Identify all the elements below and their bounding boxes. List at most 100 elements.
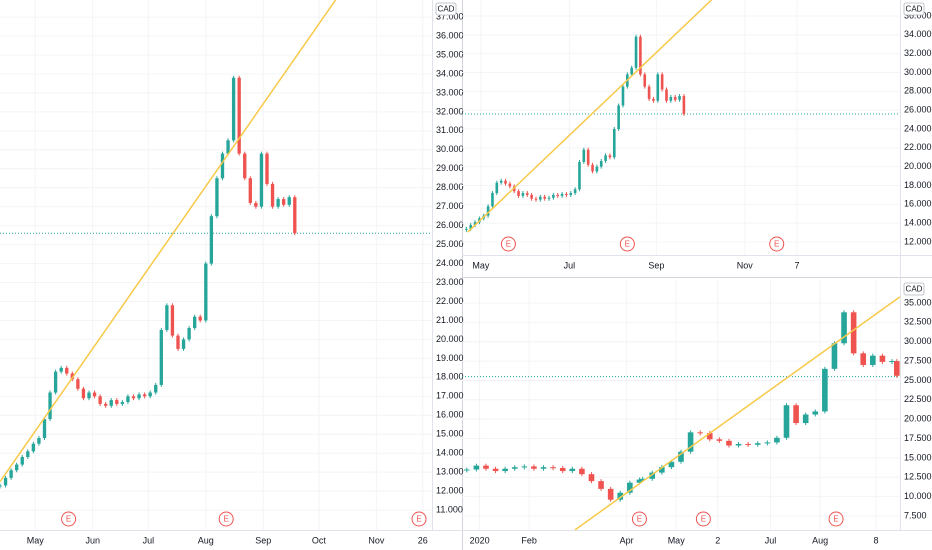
x-tick-label: 2 [715, 535, 720, 545]
candle-body [59, 367, 63, 372]
x-tick-label: 2020 [470, 535, 490, 545]
candle-body [659, 467, 665, 473]
x-tick-label: Jul [143, 535, 155, 545]
candle-body [154, 384, 158, 393]
y-tick-label: 32.500 [904, 317, 932, 327]
candle-body [215, 178, 219, 217]
candle-body [560, 193, 564, 196]
candle-body [517, 191, 520, 196]
y-tick-label: 32.000 [904, 48, 932, 58]
y-tick-label: 7.500 [904, 510, 927, 520]
candle-body [104, 403, 108, 406]
candle-body [802, 414, 809, 424]
candle-body [617, 105, 620, 130]
candle-body [531, 466, 537, 469]
candle-body [682, 96, 686, 114]
y-tick-label: 18.000 [436, 372, 464, 382]
candle-body [159, 329, 163, 385]
candle-body [259, 153, 264, 207]
candle-body [793, 405, 799, 424]
candle-body [511, 467, 518, 469]
event-label: E [416, 515, 421, 524]
y-tick-label: 26.000 [436, 220, 464, 230]
candle-body [176, 335, 180, 349]
y-tick-label: 34.000 [436, 68, 464, 78]
candle-body [822, 368, 828, 412]
candle-body [463, 469, 470, 471]
x-tick-label: Sep [648, 260, 664, 270]
candle-body [504, 180, 507, 184]
candle-body [98, 396, 102, 404]
y-tick-label: 15.000 [436, 429, 464, 439]
candle-body [660, 74, 664, 90]
y-tick-label: 28.000 [904, 86, 932, 96]
candle-body [673, 96, 677, 100]
candle-body [65, 367, 69, 374]
candle-body [552, 194, 555, 198]
candle-body [287, 197, 291, 205]
candle-body [656, 74, 660, 101]
candle-body [81, 388, 86, 399]
candle-body [649, 472, 656, 479]
candle-body [812, 411, 819, 415]
candle-body [687, 432, 694, 452]
candle-body [525, 193, 529, 195]
candle-body [170, 305, 175, 336]
y-tick-label: 34.000 [904, 29, 932, 39]
candle-body [617, 492, 624, 500]
candle-body [92, 392, 97, 397]
x-tick-label: 26 [418, 535, 428, 545]
candle-body [879, 355, 886, 362]
y-tick-label: 16.000 [436, 410, 464, 420]
candle-body [598, 481, 604, 489]
candle-body [9, 470, 13, 478]
x-tick-label: Jul [765, 535, 777, 545]
candle-body [87, 392, 91, 399]
candle-body [639, 36, 642, 75]
candle-body [473, 465, 480, 470]
y-tick-label: 22.000 [436, 296, 464, 306]
candle-body [841, 312, 847, 344]
candle-body [276, 199, 280, 207]
event-label: E [637, 515, 642, 524]
event-marker [769, 236, 785, 252]
trendline [467, 0, 712, 233]
candle-body [465, 228, 468, 230]
candle-body [582, 149, 586, 162]
candle-body [573, 189, 577, 194]
y-tick-label: 24.000 [904, 123, 932, 133]
event-marker [218, 511, 234, 527]
y-tick-label: 17.000 [436, 391, 464, 401]
candle-body [495, 182, 499, 194]
currency-box [435, 2, 457, 16]
candle-body [254, 202, 258, 207]
candle-body [237, 77, 241, 154]
candle-body [889, 361, 895, 363]
y-tick-label: 19.000 [436, 353, 464, 363]
candle-body [204, 263, 208, 321]
event-marker [411, 511, 427, 527]
candle-body [591, 164, 594, 172]
candle-body [634, 36, 638, 68]
candle-body [165, 305, 169, 330]
y-tick-label: 11.000 [436, 504, 463, 514]
candle-body [831, 343, 838, 369]
candle-body [492, 468, 499, 472]
candle-body [565, 193, 568, 195]
y-tick-label: 13.000 [436, 467, 464, 477]
candle-body [678, 96, 681, 100]
y-tick-label: 24.000 [436, 258, 464, 268]
candle-body [31, 443, 36, 452]
x-tick-label: Nov [737, 260, 754, 270]
candle-body [612, 129, 616, 158]
candle-body [142, 394, 147, 397]
candle-body [643, 74, 647, 87]
plot [462, 0, 900, 255]
candle-body [893, 361, 900, 376]
candle-body [293, 197, 297, 234]
candle-body [578, 161, 581, 190]
x-tick-label: Feb [521, 535, 537, 545]
trendline [574, 296, 900, 530]
